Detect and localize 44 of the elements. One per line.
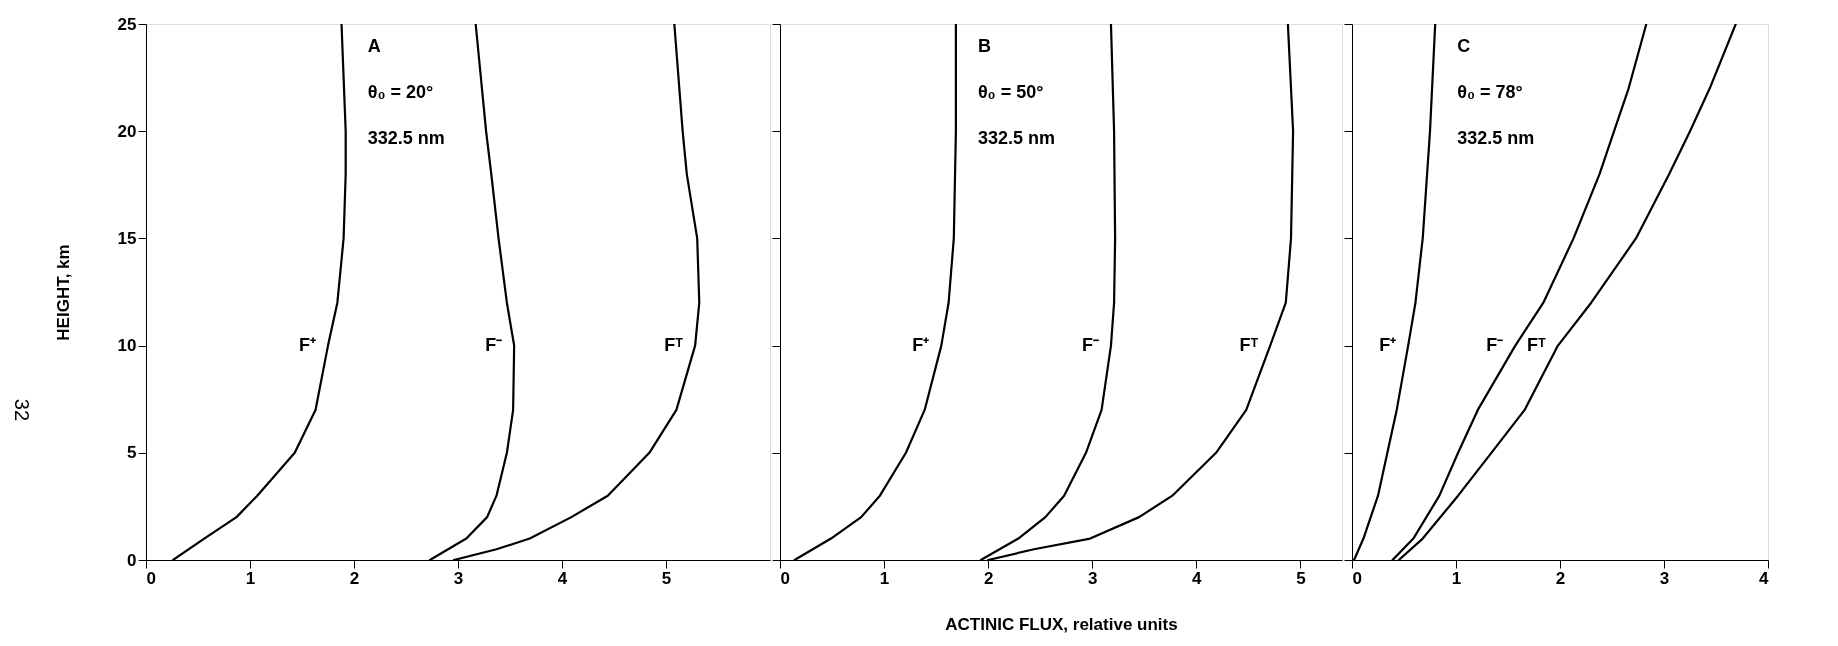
y-tick-label: 25 [117,14,137,34]
series-label: Fᵀ [664,334,684,355]
y-axis-title: HEIGHT, km [53,244,73,341]
annotation: A [367,36,381,56]
annotation: C [1457,36,1471,56]
x-tick-label: 0 [1352,568,1362,588]
text: 32 [11,398,33,422]
x-tick-label: 0 [780,568,790,588]
x-tick-label: 2 [983,568,994,588]
annotation: θ₀ = 20° [367,82,434,102]
y-tick-label: 0 [127,550,137,570]
series-label: Fᵀ [1527,334,1547,355]
annotation: 332.5 nm [367,128,445,148]
x-tick-label: 3 [453,568,464,588]
x-tick-label: 5 [661,568,672,588]
series-label: Fᵀ [1239,334,1259,355]
x-tick-label: 0 [146,568,156,588]
x-tick-label: 4 [557,568,568,588]
x-tick-label: 4 [1759,568,1770,588]
series-label: F⁺ [912,334,930,355]
series-label: F⁺ [299,334,316,355]
annotation: 332.5 nm [1457,128,1535,148]
y-tick-label: 5 [127,443,137,463]
series-label: F⁻ [485,334,503,355]
series-label: F⁻ [1486,334,1504,355]
series-label: F⁺ [1379,334,1397,355]
annotation: θ₀ = 78° [1457,82,1523,102]
series-label: F⁻ [1081,334,1099,355]
y-tick-label: 15 [117,228,137,248]
annotation: θ₀ = 50° [977,82,1044,102]
x-axis-title: ACTINIC FLUX, relative units [945,614,1178,634]
x-tick-label: 1 [245,568,256,588]
x-tick-label: 4 [1192,568,1203,588]
y-tick-label: 10 [117,336,137,356]
x-tick-label: 2 [1555,568,1566,588]
x-tick-label: 3 [1659,568,1670,588]
x-tick-label: 3 [1087,568,1098,588]
x-tick-label: 5 [1296,568,1306,588]
x-tick-label: 2 [349,568,360,588]
annotation: B [977,36,991,56]
y-tick-label: 20 [117,121,137,141]
x-tick-label: 1 [1451,568,1462,588]
x-tick-label: 1 [879,568,890,588]
annotation: 332.5 nm [977,128,1055,148]
